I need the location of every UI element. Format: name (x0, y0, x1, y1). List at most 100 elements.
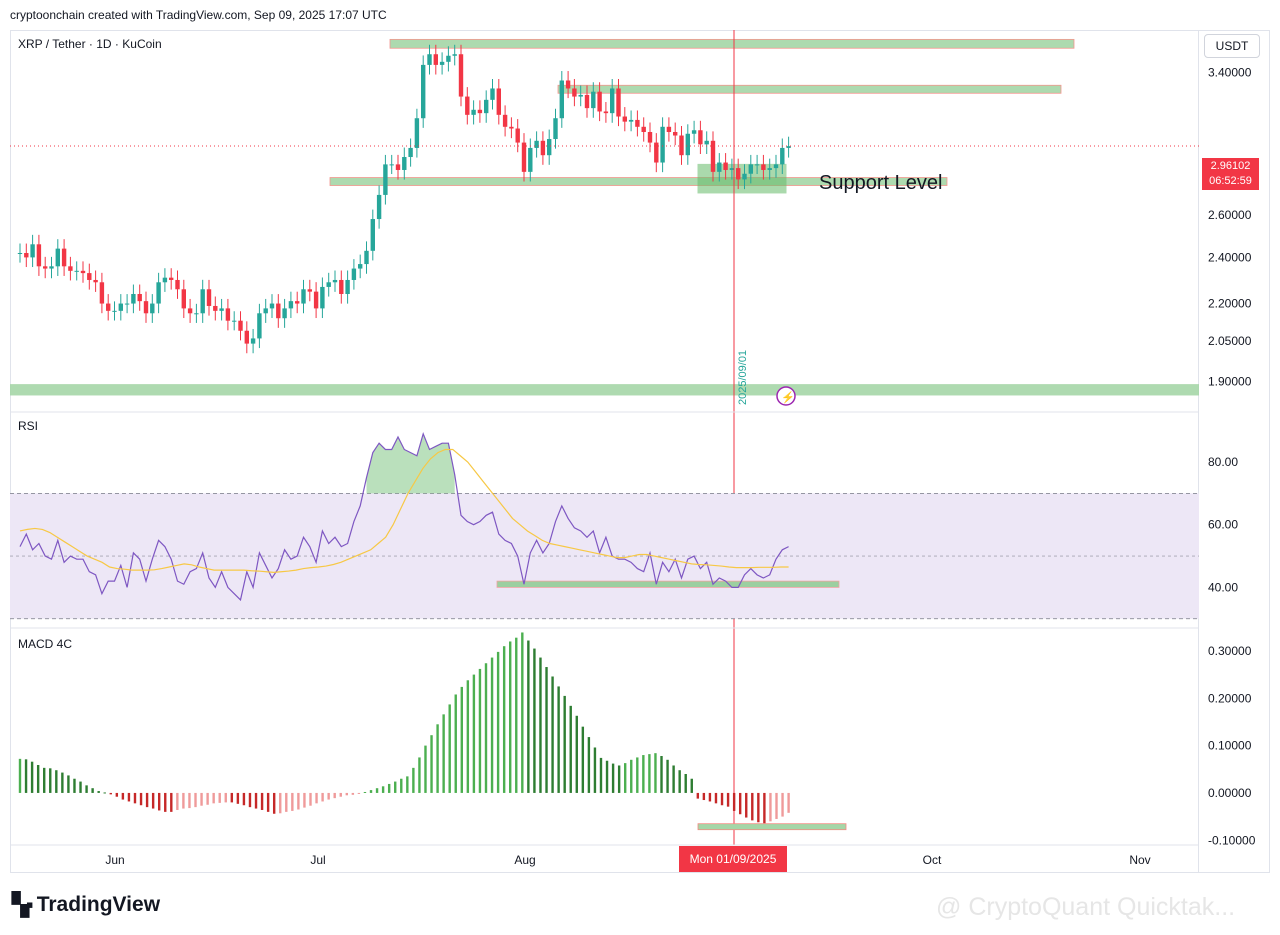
macd-bar (97, 791, 100, 793)
candle-body (521, 142, 527, 172)
bolt-icon (776, 386, 796, 406)
candle-body (30, 244, 35, 258)
candle-body (786, 146, 791, 148)
candle-body (597, 91, 602, 112)
candle-body (584, 94, 590, 109)
macd-bar (224, 792, 227, 803)
candle-body (87, 273, 92, 280)
macd-bar (660, 756, 663, 793)
candle-body (572, 88, 577, 97)
macd-bar (648, 754, 651, 793)
macd-bar (430, 735, 433, 793)
candle-body (748, 164, 753, 174)
macd-bar (460, 686, 463, 793)
rsi-pane-label[interactable]: RSI (18, 419, 39, 433)
candle-body (471, 109, 476, 115)
macd-bar (745, 792, 748, 818)
candle-body (767, 168, 772, 170)
candle-body (389, 164, 394, 166)
macd-bar (375, 788, 379, 793)
macd-tick-2: 0.10000 (1208, 739, 1252, 753)
macd-bar (327, 792, 330, 800)
macd-bar (73, 778, 76, 793)
candle-body (717, 162, 722, 172)
macd-bar (351, 792, 355, 795)
candle-body (565, 80, 571, 89)
candle-body (17, 252, 23, 254)
macd-bar (787, 792, 790, 813)
price-axis-frame (1199, 30, 1270, 873)
macd-bar (297, 792, 300, 810)
macd-bar (575, 715, 578, 793)
watermark: @ CryptoQuant Quicktak... (936, 893, 1236, 921)
candle-body (232, 320, 237, 322)
macd-bar (206, 792, 209, 805)
macd-bar (587, 737, 591, 793)
crosshair-date-label: Mon 01/09/2025 (679, 846, 787, 872)
macd-bar (551, 676, 554, 793)
macd-bar (218, 792, 221, 803)
candle-body (80, 270, 86, 274)
macd-bar (502, 646, 506, 793)
macd-bar (339, 792, 342, 797)
macd-bar (617, 765, 621, 793)
macd-bar (400, 778, 403, 793)
candle-body (446, 55, 451, 62)
candle-body (679, 135, 684, 156)
currency-unit-button[interactable]: USDT (1204, 34, 1260, 58)
macd-bar (720, 792, 724, 806)
macd-bar (230, 792, 234, 803)
macd-pane-label[interactable]: MACD 4C (18, 637, 73, 651)
candle-body (358, 264, 363, 269)
macd-bar (672, 765, 675, 793)
candle-body (559, 80, 564, 119)
price-zone-1 (557, 84, 1062, 94)
candle-body (408, 147, 413, 158)
candle-body (439, 61, 445, 65)
macd-bar (563, 695, 566, 793)
candle-body (773, 164, 779, 169)
candle-body (238, 320, 243, 331)
chart-frame (10, 30, 1199, 873)
last-price-label: 2.96102 06:52:59 (1202, 158, 1259, 190)
candle-body (710, 140, 716, 172)
candle-body (93, 279, 98, 283)
macd-bar (478, 668, 482, 793)
candle-body (295, 301, 300, 304)
candle-body (24, 252, 29, 258)
macd-bar (581, 726, 585, 793)
candle-body (742, 173, 747, 180)
macd-bar (176, 792, 179, 810)
macd-bar (55, 770, 58, 793)
macd-tick-4: -0.10000 (1208, 833, 1256, 847)
candle-body (547, 139, 552, 156)
candle-body (36, 244, 42, 267)
macd-bar (436, 724, 439, 793)
candle-body (49, 266, 54, 269)
candle-body (376, 194, 382, 220)
macd-bar (18, 758, 22, 793)
tradingview-logo-icon: ▚▪ (12, 892, 34, 917)
macd-bar (418, 757, 421, 793)
macd-bar (484, 663, 488, 793)
macd-bar (279, 792, 282, 814)
macd-zone (697, 823, 847, 831)
candle-body (622, 116, 627, 122)
macd-bar (79, 781, 82, 793)
macd-bar (188, 792, 191, 809)
macd-bar (212, 792, 215, 804)
price-tick-5: 2.05000 (1208, 334, 1252, 348)
macd-bar (333, 792, 336, 799)
candle-body (603, 111, 609, 114)
candle-body (635, 119, 640, 127)
candle-body (175, 279, 180, 290)
macd-bar (466, 680, 470, 793)
symbol-title[interactable]: XRP / Tether · 1D · KuCoin (18, 37, 162, 51)
macd-bar (309, 792, 312, 806)
candle-body (150, 303, 155, 314)
macd-bar (157, 792, 161, 811)
macd-bar (291, 792, 294, 811)
tradingview-logo[interactable]: ▚▪ TradingView (12, 892, 160, 918)
macd-bar (91, 788, 94, 793)
